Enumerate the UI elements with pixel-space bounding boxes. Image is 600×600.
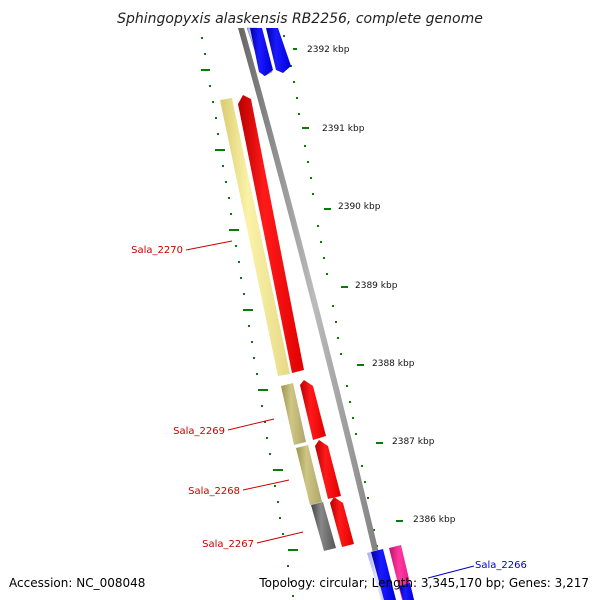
gene-feature-sala-2269[interactable] — [300, 380, 326, 440]
leader-line-sala-2268 — [242, 479, 290, 491]
gene-feature-top-blue-2[interactable] — [266, 28, 291, 73]
topology-text: Topology: circular; Length: 3,345,170 bp… — [258, 576, 589, 590]
scale-label-2392: 2392 kbp — [307, 45, 350, 55]
cog-bar-sala-2269 — [281, 383, 306, 445]
gene-feature-sala-2266-blue-2[interactable] — [399, 583, 414, 600]
scale-label-2389: 2389 kbp — [355, 281, 398, 291]
leader-line-sala-2266 — [427, 565, 475, 579]
gene-feature-sala-2268[interactable] — [315, 440, 341, 499]
leader-line-sala-2269 — [227, 418, 275, 431]
leader-line-sala-2270 — [185, 240, 233, 251]
left-tick-track — [201, 37, 298, 597]
accession-text: Accession: NC_008048 — [9, 576, 145, 590]
cog-bar-sala-2270 — [220, 98, 290, 376]
genome-backbone — [238, 28, 390, 600]
scale-label-2390: 2390 kbp — [338, 202, 381, 212]
gene-labels: Sala_2270 Sala_2269 Sala_2268 Sala_2267 … — [131, 240, 527, 579]
gene-label-sala-2268[interactable]: Sala_2268 — [188, 486, 240, 497]
scale-label-2387: 2387 kbp — [392, 437, 435, 447]
gene-feature-sala-2266-blue-1[interactable] — [371, 549, 396, 600]
scale-label-2391: 2391 kbp — [322, 124, 365, 134]
gene-label-sala-2266[interactable]: Sala_2266 — [475, 560, 527, 571]
cog-bar-sala-2267 — [311, 502, 336, 551]
gene-feature-sala-2267[interactable] — [330, 497, 354, 547]
cog-bar-sala-2268 — [296, 445, 322, 505]
leader-line-sala-2267 — [256, 531, 304, 544]
gene-feature-top-blue-1[interactable] — [250, 28, 273, 76]
gene-label-sala-2267[interactable]: Sala_2267 — [202, 539, 254, 550]
gene-label-sala-2269[interactable]: Sala_2269 — [173, 426, 225, 437]
scale-label-2386: 2386 kbp — [413, 515, 456, 525]
scale-labels: 2392 kbp 2391 kbp 2390 kbp 2389 kbp 2388… — [307, 45, 456, 525]
gene-label-sala-2270[interactable]: Sala_2270 — [131, 245, 183, 256]
map-title: Sphingopyxis alaskensis RB2256, complete… — [117, 11, 483, 27]
gene-feature-sala-2270[interactable] — [238, 95, 304, 373]
scale-label-2388: 2388 kbp — [372, 359, 415, 369]
